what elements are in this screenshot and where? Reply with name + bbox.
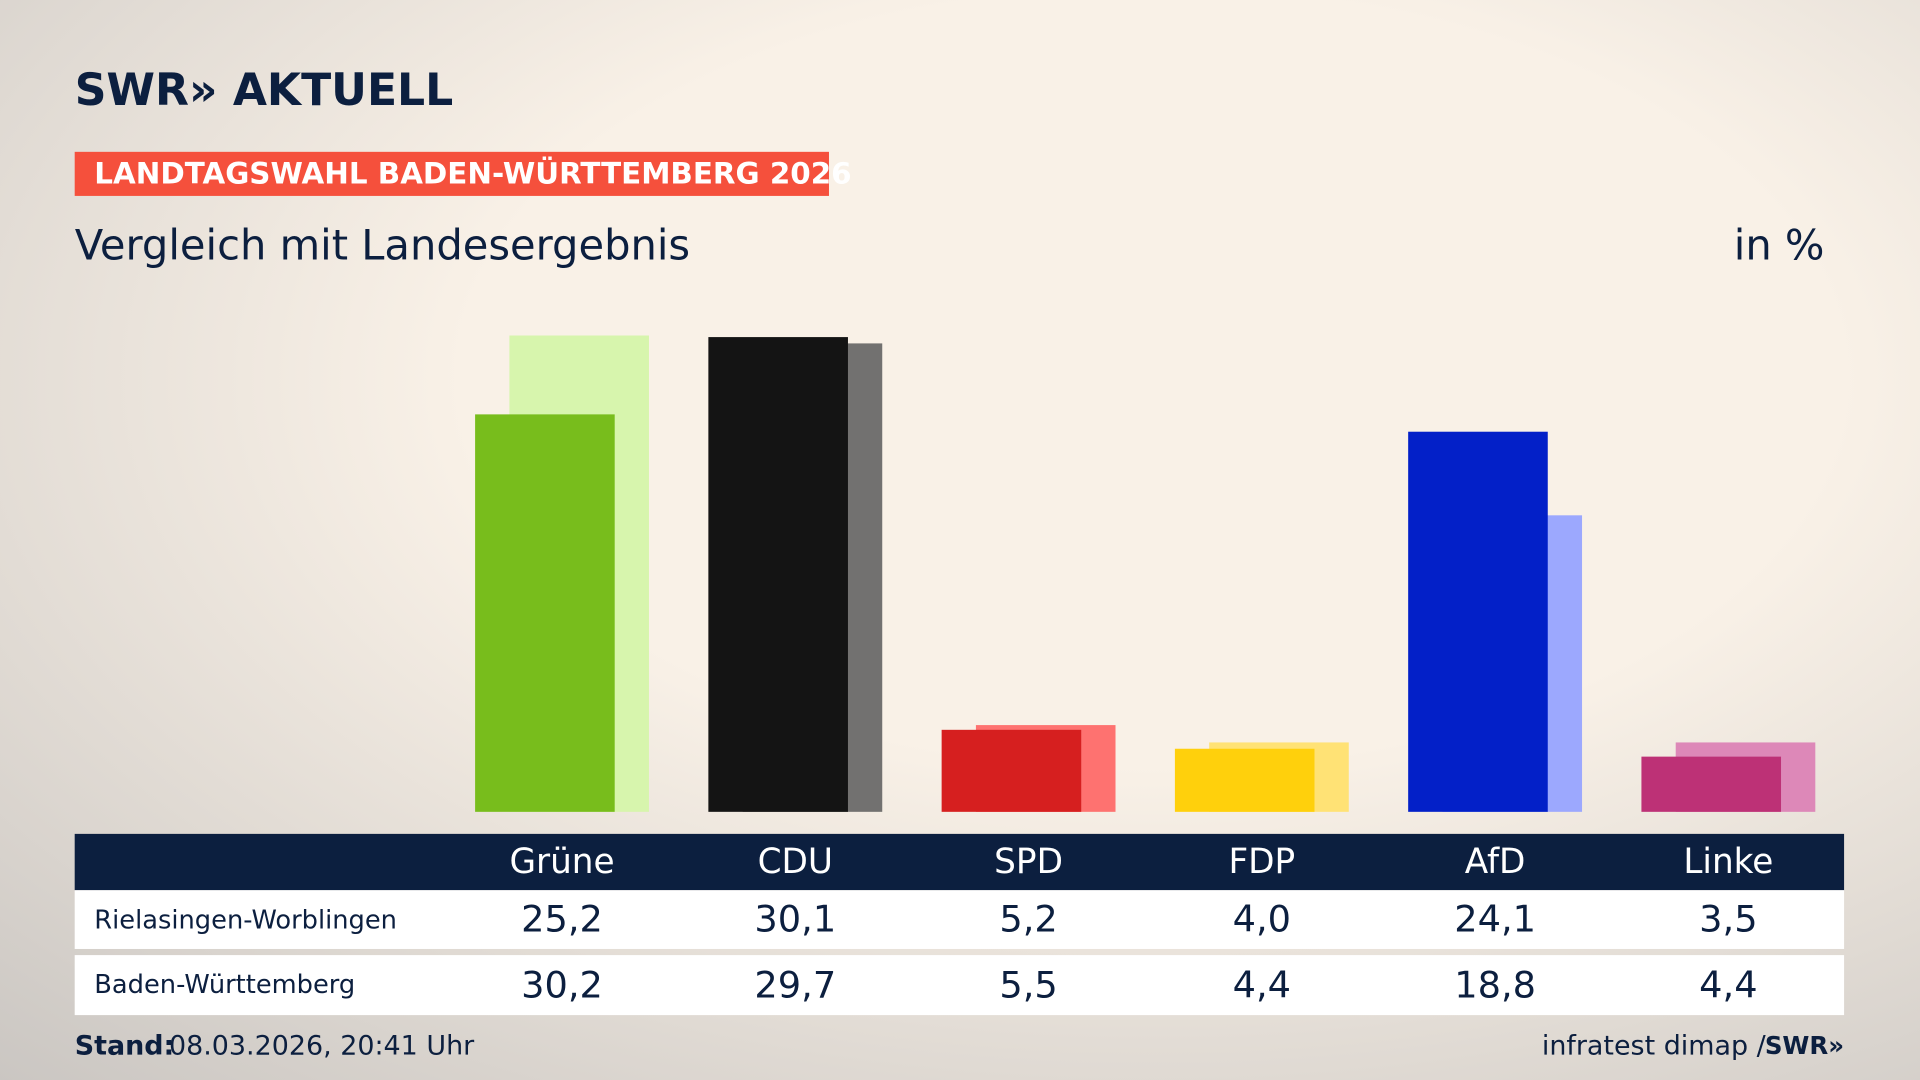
bar [1641, 756, 1782, 812]
value-label: 4,0 [1233, 897, 1291, 940]
bar [1408, 431, 1548, 812]
table-header [74, 833, 1845, 891]
value-label: 24,1 [1454, 897, 1536, 940]
bar [708, 337, 848, 812]
value-label: 4,4 [1233, 963, 1291, 1006]
value-label: 30,1 [754, 897, 836, 940]
value-label: 5,5 [999, 963, 1057, 1006]
value-label: 3,5 [1699, 897, 1757, 940]
source: infratest dimap / [1542, 1030, 1767, 1061]
unit: in % [1734, 221, 1825, 270]
table-row [74, 890, 1845, 949]
category-label: AfD [1465, 842, 1526, 882]
category-label: CDU [758, 842, 833, 882]
logo: SWR» AKTUELL [75, 65, 454, 116]
value-label: 18,8 [1454, 963, 1536, 1006]
value-label: 25,2 [521, 897, 603, 940]
stand-label: Stand: [75, 1030, 175, 1061]
category-label: Linke [1683, 842, 1773, 882]
value-label: 29,7 [754, 963, 836, 1006]
source-logo: SWR» [1765, 1031, 1844, 1060]
category-label: SPD [994, 842, 1063, 882]
value-label: 5,2 [999, 897, 1057, 940]
banner-bg [74, 151, 829, 196]
bar [1174, 748, 1315, 812]
bar [475, 414, 615, 812]
value-label: 30,2 [521, 963, 603, 1006]
bar [941, 729, 1082, 812]
chart-title: Vergleich mit Landesergebnis [75, 221, 690, 270]
row-label: Rielasingen-Worblingen [94, 905, 397, 935]
banner: LANDTAGSWAHL BADEN-WÜRTTEMBERG 2026 [94, 155, 851, 191]
row-label: Baden-Württemberg [94, 970, 355, 1000]
stand-value: 08.03.2026, 20:41 Uhr [169, 1030, 475, 1061]
value-label: 4,4 [1699, 963, 1757, 1006]
category-label: FDP [1228, 842, 1295, 882]
table-row [74, 955, 1845, 1016]
category-label: Grüne [509, 842, 614, 882]
